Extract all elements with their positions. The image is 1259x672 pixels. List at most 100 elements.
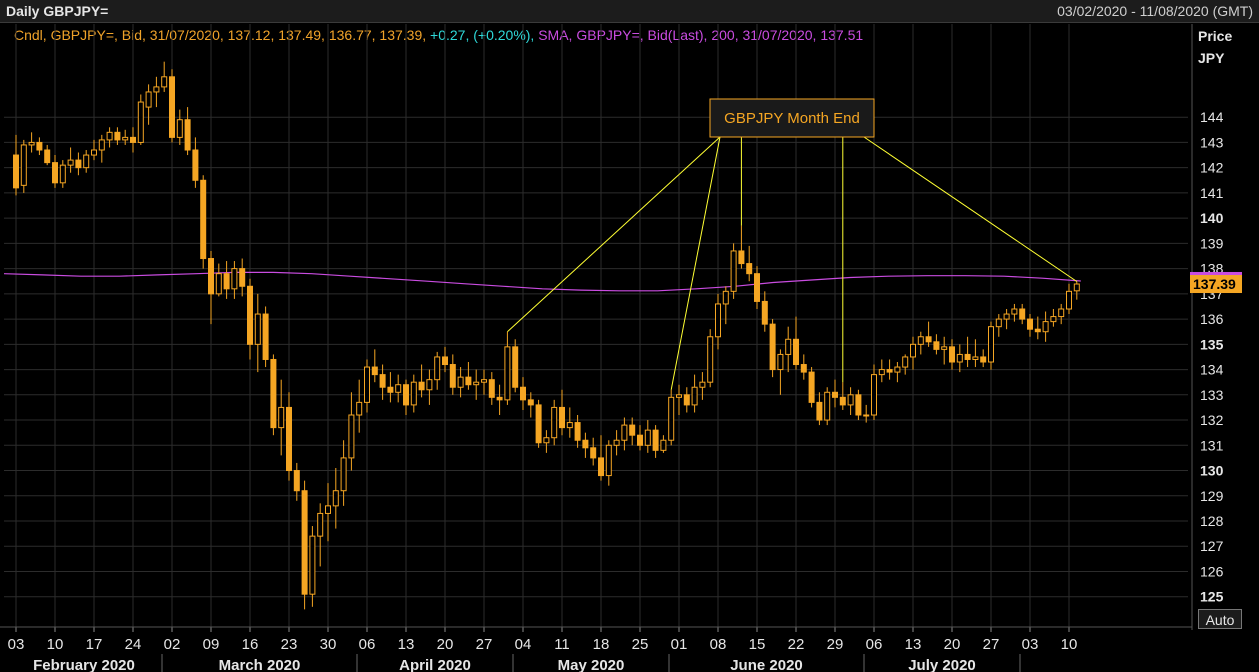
- candle-body-up: [660, 439, 667, 451]
- candle: [286, 392, 292, 481]
- x-tick-label: 29: [827, 636, 844, 653]
- candle: [239, 258, 246, 297]
- candle: [403, 379, 409, 415]
- candle: [941, 336, 948, 365]
- candle-body-down: [738, 250, 745, 265]
- candle: [449, 354, 456, 395]
- candle-body-down: [262, 313, 269, 360]
- candle: [410, 374, 417, 413]
- candle-body-up: [28, 141, 35, 146]
- candle: [629, 417, 636, 446]
- sma-layer: [3, 271, 1081, 292]
- candle: [137, 94, 144, 145]
- candle-body-up: [473, 381, 480, 386]
- candle-body-up: [878, 369, 885, 376]
- candle: [145, 84, 152, 125]
- candle-body-up: [1066, 290, 1072, 310]
- candle-body-down: [1019, 308, 1026, 320]
- price-axis-title: Price: [1198, 28, 1233, 44]
- x-tick-label: 13: [905, 636, 922, 653]
- candle: [59, 160, 66, 188]
- candle-body-up: [941, 346, 948, 350]
- candle: [418, 364, 425, 398]
- x-tick-label: 30: [320, 636, 337, 653]
- candle: [247, 278, 253, 360]
- candle: [800, 354, 807, 380]
- candle-body-down: [582, 439, 589, 449]
- candle: [457, 367, 464, 398]
- x-tick-label: 09: [203, 636, 220, 653]
- candle: [527, 392, 534, 418]
- candle-body-down: [964, 353, 971, 360]
- x-tick-label: 25: [632, 636, 649, 653]
- candle: [730, 243, 737, 299]
- candle-body-down: [192, 149, 199, 181]
- candle-body-down: [286, 406, 292, 472]
- candle-body-up: [699, 381, 706, 388]
- candle-body-up: [566, 422, 573, 429]
- candle: [91, 139, 97, 161]
- candle-body-down: [130, 136, 136, 143]
- x-tick-label: 27: [476, 636, 493, 653]
- candle-body-up: [551, 406, 558, 439]
- candle: [660, 435, 667, 453]
- candle: [520, 377, 526, 410]
- x-tick-label: 11: [554, 636, 570, 653]
- candle: [676, 384, 682, 415]
- candle: [340, 440, 347, 506]
- candle: [894, 362, 901, 383]
- candle: [169, 69, 175, 143]
- candle: [832, 379, 838, 408]
- candle: [956, 344, 963, 373]
- y-tick-label: 125: [1200, 589, 1224, 605]
- candle: [605, 440, 612, 486]
- candle-body-up: [426, 379, 433, 391]
- candle: [1058, 303, 1065, 325]
- grid: [4, 24, 1193, 630]
- candle: [972, 339, 979, 368]
- candle: [863, 404, 870, 423]
- x-tick-label: 02: [164, 636, 181, 653]
- candle-body-down: [488, 379, 495, 398]
- annotation-label: GBPJPY Month End: [724, 110, 860, 127]
- candle-body-up: [83, 154, 90, 169]
- candle-body-down: [559, 406, 565, 429]
- x-tick-label: 23: [281, 636, 298, 653]
- candle-body-up: [91, 149, 97, 156]
- candle: [176, 109, 183, 145]
- candle: [192, 137, 199, 188]
- title-bar: Daily GBPJPY= 03/02/2020 - 11/08/2020 (G…: [0, 0, 1259, 23]
- candle: [262, 306, 269, 368]
- candle: [52, 155, 58, 188]
- candle-body-down: [574, 422, 581, 441]
- candle-body-down: [379, 374, 386, 388]
- annotation-leader: [863, 136, 1078, 282]
- candle-body-up: [332, 490, 339, 507]
- candle: [122, 129, 129, 145]
- auto-scale-button[interactable]: Auto: [1198, 609, 1242, 629]
- candle-body-up: [122, 136, 129, 141]
- candle-body-up: [730, 250, 737, 292]
- candle-body-up: [137, 101, 144, 143]
- candle: [348, 392, 355, 471]
- candle-body-up: [254, 313, 261, 345]
- candle: [1027, 314, 1033, 337]
- candle-body-down: [629, 424, 636, 436]
- candle-body-up: [910, 343, 916, 358]
- y-axis: 1251261271281291301311321331341351361371…: [1190, 109, 1242, 605]
- candle: [481, 369, 487, 395]
- candle: [254, 293, 261, 373]
- candle-body-up: [621, 424, 628, 441]
- candle-body-up: [1073, 283, 1080, 292]
- x-axis: 03 10 17 24 02 09 16 23 30 06 13 20 27 04 11 18 25 01 08 15…: [0, 626, 1192, 672]
- x-tick-label: 01: [671, 636, 688, 653]
- candle-body-down: [949, 346, 955, 363]
- last-price-tag-label: 137.39: [1193, 276, 1236, 292]
- candle-body-down: [793, 338, 799, 366]
- candle-body-up: [1058, 308, 1065, 318]
- candle: [699, 372, 706, 400]
- candle-body-up: [231, 268, 238, 290]
- candle-body-up: [176, 119, 183, 138]
- candle-body-up: [995, 318, 1002, 328]
